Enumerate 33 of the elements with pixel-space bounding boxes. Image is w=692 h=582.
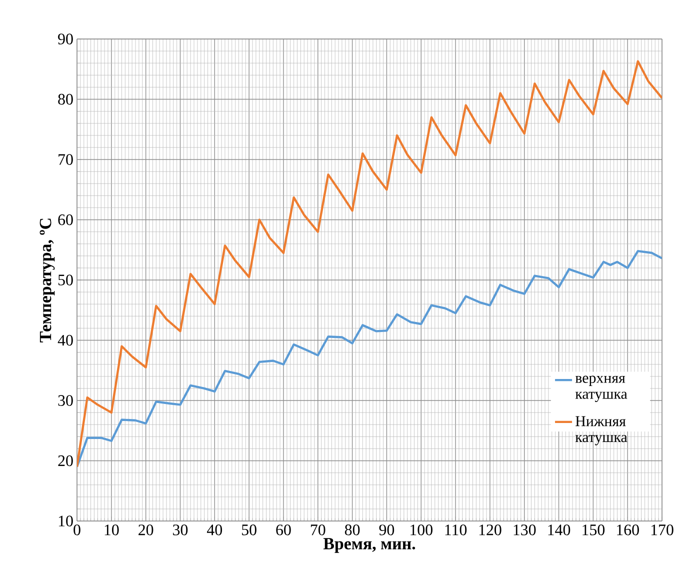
y-tick-label: 70 xyxy=(58,154,73,165)
y-tick-label: 90 xyxy=(58,34,73,44)
x-tick-label: 160 xyxy=(617,524,639,536)
x-tick-label: 170 xyxy=(651,524,674,536)
line-series xyxy=(77,250,662,468)
y-tick-label: 50 xyxy=(58,274,73,286)
x-tick-label: 10 xyxy=(104,524,119,536)
y-tick-label: 20 xyxy=(58,455,73,466)
y-tick-label: 40 xyxy=(58,334,73,346)
x-tick-label: 90 xyxy=(379,524,394,536)
y-tick-label: 30 xyxy=(58,395,73,406)
legend-label: Нижняя катушка xyxy=(575,416,628,446)
x-tick-label: 0 xyxy=(74,524,80,536)
x-tick-label: 20 xyxy=(138,524,154,536)
x-tick-label: 50 xyxy=(242,524,256,536)
x-tick-label: 30 xyxy=(173,524,188,536)
x-tick-label: 40 xyxy=(206,524,222,536)
x-tick-label: 120 xyxy=(479,524,502,536)
y-tick-label: 10 xyxy=(58,516,73,526)
y-axis-title: Температура, ºС xyxy=(40,218,55,342)
x-axis-title: Время, мин. xyxy=(323,538,416,553)
x-tick-label: 150 xyxy=(582,524,605,536)
x-tick-label: 80 xyxy=(344,524,360,536)
x-tick-label: 100 xyxy=(410,524,432,536)
line-series xyxy=(77,60,662,468)
y-tick-label: 60 xyxy=(58,214,73,226)
x-tick-label: 140 xyxy=(548,524,570,536)
x-tick-label: 60 xyxy=(276,524,291,536)
legend-label: верхняя катушка xyxy=(575,376,628,402)
y-tick-label: 80 xyxy=(58,94,73,105)
x-tick-label: 130 xyxy=(514,524,536,536)
x-tick-label: 110 xyxy=(445,524,467,536)
x-tick-label: 70 xyxy=(310,524,326,536)
